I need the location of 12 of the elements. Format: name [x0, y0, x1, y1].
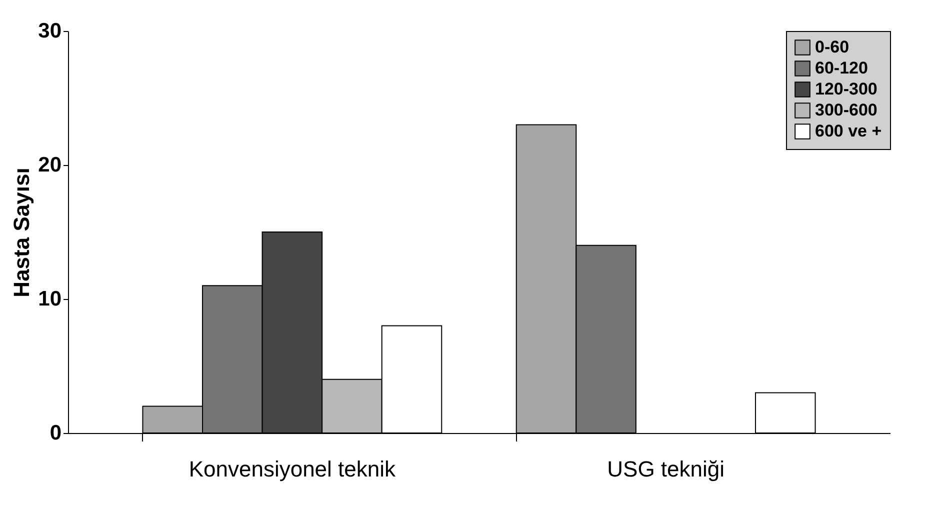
- x-tick-label: Konvensiyonel teknik: [188, 456, 397, 482]
- legend-label: 300-600: [815, 100, 878, 120]
- legend-label: 120-300: [815, 80, 878, 98]
- y-tick-label: 10: [38, 288, 62, 310]
- y-tick-label: 20: [38, 154, 62, 176]
- y-tick-label: 0: [50, 422, 62, 444]
- legend-label: 60-120: [815, 58, 868, 78]
- y-axis-title: Hasta Sayısı: [9, 168, 34, 298]
- legend-label: 600 ve +: [815, 122, 882, 140]
- legend-label: 0-60: [815, 38, 850, 56]
- y-tick-label: 30: [38, 20, 62, 42]
- x-tick-label: USG tekniği: [607, 456, 725, 482]
